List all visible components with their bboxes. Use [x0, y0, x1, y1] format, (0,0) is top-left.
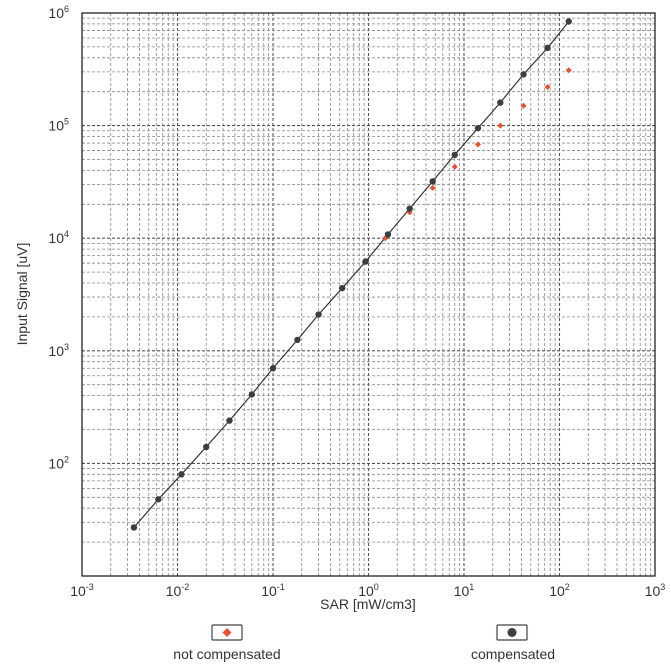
fit-line [133, 21, 570, 528]
x-tick-label: 100 [358, 582, 379, 599]
legend-circle-marker [507, 628, 517, 637]
point-compensated [178, 471, 185, 478]
point-not-compensated [451, 163, 458, 170]
point-not-compensated [429, 184, 436, 191]
point-compensated [269, 365, 277, 372]
y-tick-label: 106 [48, 4, 69, 21]
data-points [130, 18, 572, 531]
x-axis-title: SAR [mW/cm3] [320, 596, 416, 612]
point-compensated [155, 496, 162, 503]
point-compensated [429, 178, 436, 185]
point-compensated [497, 99, 504, 106]
point-compensated [226, 417, 233, 424]
y-tick-label: 104 [48, 229, 69, 246]
legend-label-not-compensated: not compensated [173, 646, 280, 662]
x-tick-label: 101 [454, 582, 475, 599]
x-tick-label: 10-1 [261, 582, 285, 599]
x-tick-label: 10-3 [70, 582, 94, 599]
point-not-compensated [544, 84, 551, 91]
point-compensated [362, 258, 369, 265]
legend-item-not-compensated: not compensated [173, 624, 281, 662]
point-not-compensated [497, 122, 504, 129]
point-not-compensated [565, 67, 572, 74]
y-axis-title: Input Signal [uV] [14, 243, 30, 346]
y-tick-label: 102 [48, 454, 69, 471]
grid [82, 13, 655, 576]
legend-label-compensated: compensated [471, 646, 555, 662]
y-tick-label: 103 [48, 342, 69, 359]
point-compensated [384, 231, 392, 238]
x-tick-label: 10-2 [166, 582, 190, 599]
point-compensated [315, 311, 322, 318]
plot-frame [81, 12, 656, 577]
point-compensated [520, 71, 527, 78]
x-tick-labels: 10-3 10-2 10-1 100 101 102 103 [70, 582, 665, 599]
point-not-compensated [474, 141, 481, 148]
point-compensated [294, 336, 301, 344]
point-compensated [203, 443, 210, 451]
legend-item-compensated: compensated [471, 624, 555, 662]
legend: not compensated compensated [173, 624, 555, 662]
y-tick-labels: 102 103 104 105 106 [48, 4, 69, 471]
point-compensated [338, 284, 346, 292]
legend-diamond-marker [222, 628, 232, 637]
point-compensated [451, 151, 458, 159]
x-tick-label: 103 [645, 582, 666, 599]
point-compensated [474, 124, 482, 132]
point-compensated [130, 524, 138, 531]
point-compensated [565, 18, 572, 25]
x-tick-label: 102 [549, 582, 570, 599]
y-tick-label: 105 [48, 117, 69, 134]
point-compensated [406, 205, 413, 212]
point-not-compensated [520, 102, 527, 109]
fit-line-group [133, 21, 570, 528]
point-compensated [248, 391, 256, 398]
point-compensated [544, 44, 551, 52]
